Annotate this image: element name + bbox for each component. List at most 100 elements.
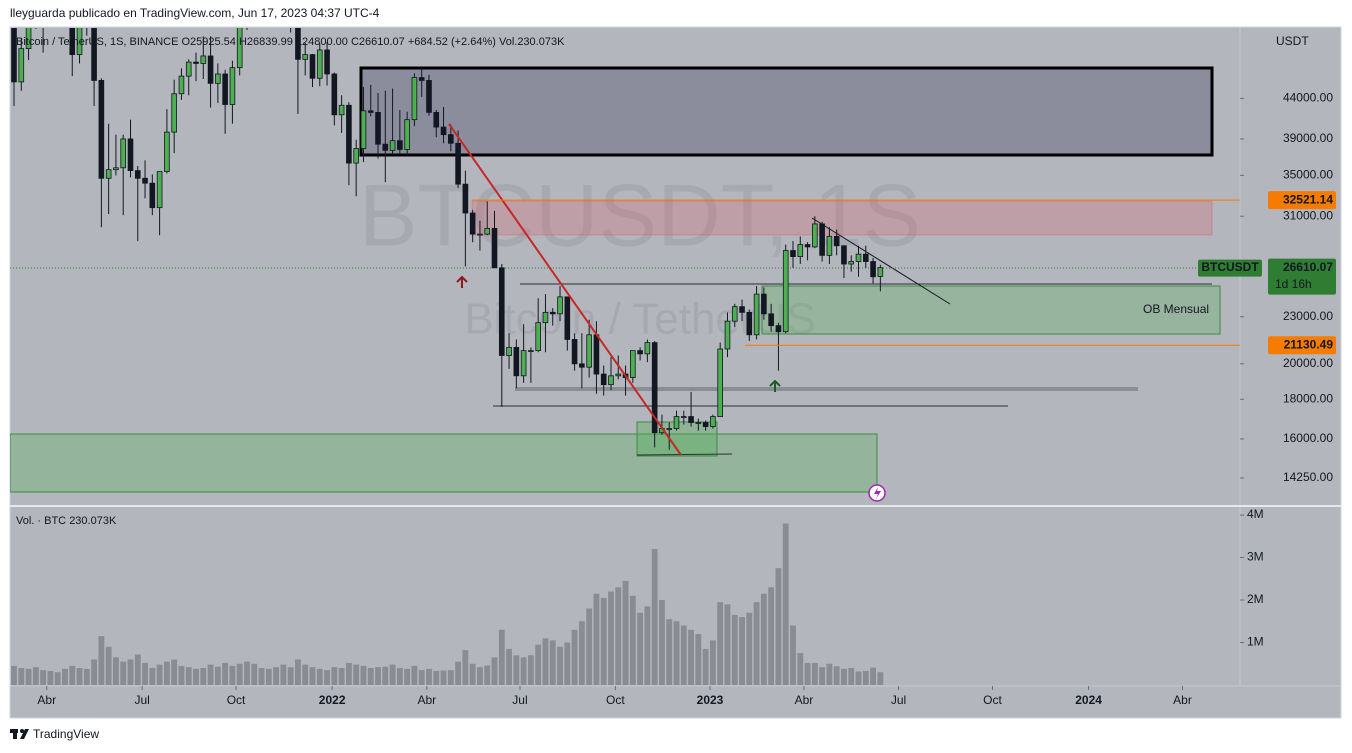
candle-body <box>236 28 243 69</box>
volume-bar <box>717 602 724 685</box>
volume-bar <box>790 625 796 685</box>
candle-body <box>513 346 520 377</box>
x-tick-label: Jul <box>134 693 149 707</box>
candle-body <box>600 373 607 386</box>
volume-bar <box>345 662 352 685</box>
volume-tick-label: 4M <box>1247 507 1264 521</box>
volume-bar <box>709 640 716 685</box>
volume-bar <box>120 661 127 685</box>
candle-body <box>775 325 782 333</box>
candle-body <box>710 416 716 427</box>
x-tick-label: Abr <box>795 693 814 707</box>
event-icon-bolt <box>874 487 881 499</box>
y-tick-label: 23000.00 <box>1283 309 1333 323</box>
candle-body <box>113 167 119 171</box>
candle-body <box>367 110 374 113</box>
candle-body <box>630 350 636 378</box>
volume-bar <box>40 670 47 685</box>
volume-bar <box>811 662 818 685</box>
volume-bar <box>367 668 374 685</box>
arrow-up <box>456 275 468 288</box>
candle-body <box>207 55 214 84</box>
candle-body <box>644 342 651 355</box>
volume-bar <box>338 668 345 685</box>
volume-bar <box>98 636 105 685</box>
volume-bar <box>360 665 367 685</box>
volume-bar <box>455 661 462 685</box>
volume-bar <box>113 657 119 685</box>
volume-bar <box>804 662 811 685</box>
volume-bar <box>491 657 498 685</box>
candle-body <box>469 212 476 235</box>
volume-bar <box>244 661 250 685</box>
candle-body <box>440 126 447 136</box>
volume-bar <box>782 523 789 685</box>
volume-bar <box>331 667 338 685</box>
volume-bar <box>578 621 585 685</box>
volume-bar <box>557 646 563 685</box>
x-tick-label: Oct <box>983 693 1002 707</box>
candle-body <box>680 416 687 418</box>
x-tick-label: Oct <box>606 693 625 707</box>
candle-body <box>142 177 148 184</box>
volume-bar <box>535 644 542 685</box>
candle-body <box>18 48 25 83</box>
volume-bar <box>768 587 775 685</box>
arrow-up <box>769 379 781 392</box>
x-tick-label: 2023 <box>697 693 724 707</box>
candle-body <box>841 245 847 265</box>
down-trend-line <box>448 123 682 456</box>
candles <box>11 28 884 450</box>
volume-tick-label: 3M <box>1247 550 1264 564</box>
candle-body <box>484 228 491 235</box>
candle-body <box>491 228 498 269</box>
candle-body <box>360 110 367 149</box>
y-tick-label: 39000.00 <box>1283 131 1333 145</box>
publish-header: lleyguarda publicado en TradingView.com,… <box>10 6 380 20</box>
candle-body <box>564 296 571 340</box>
volume-bar <box>18 668 25 685</box>
price-label-bg <box>1268 191 1336 210</box>
volume-bar <box>11 665 17 685</box>
x-tick-label: Oct <box>227 693 246 707</box>
volume-bar <box>273 667 280 685</box>
volume-bar <box>222 662 229 685</box>
candle-body <box>149 182 156 209</box>
volume-bar <box>25 668 32 685</box>
drawings <box>10 66 1240 493</box>
candle-body <box>375 111 381 145</box>
candle-body <box>178 75 185 95</box>
volume-bar <box>324 670 330 685</box>
candle-body <box>549 311 556 315</box>
footer-logo <box>10 729 29 739</box>
x-tick-label: 2022 <box>319 693 346 707</box>
volume-bar <box>258 668 265 685</box>
candle-body <box>200 55 207 64</box>
footer: TradingView <box>33 727 99 741</box>
symbol-label: BTCUSDT <box>1201 260 1259 274</box>
candle-body <box>593 334 600 375</box>
candle-body <box>506 346 512 356</box>
countdown: 1d 16h <box>1275 277 1312 291</box>
volume-bar <box>214 666 221 685</box>
candle-body <box>76 28 83 56</box>
candle-body <box>608 375 614 386</box>
candle-body <box>797 244 804 257</box>
candle-body <box>193 61 199 64</box>
volume-bar <box>69 665 76 685</box>
candle-body <box>731 306 738 322</box>
candle-body <box>164 131 170 172</box>
current-price-bg <box>1268 258 1336 295</box>
volume-bar <box>426 668 432 685</box>
volume-bars <box>11 523 884 685</box>
candle-body <box>134 170 141 179</box>
volume-bar <box>870 667 876 685</box>
candle-body <box>520 350 527 377</box>
ob-label: OB Mensual <box>1143 302 1209 316</box>
volume-bar <box>855 671 862 685</box>
candle-body <box>862 253 869 262</box>
volume-bar <box>295 659 301 685</box>
volume-bar <box>32 667 39 685</box>
volume-legend: Vol. · BTC 230.073K <box>16 515 117 527</box>
